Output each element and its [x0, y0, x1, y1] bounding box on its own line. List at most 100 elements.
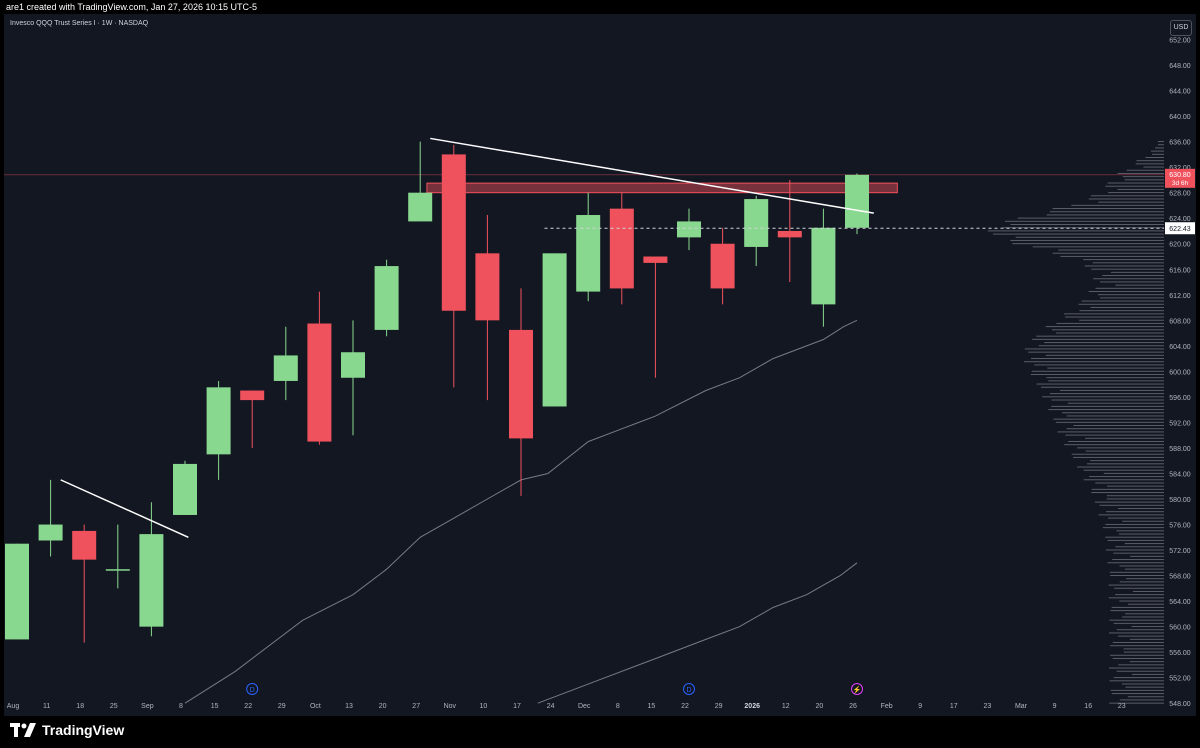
volume-profile-bar — [1032, 338, 1164, 340]
volume-profile-bar — [1023, 361, 1164, 363]
volume-profile-bar — [1122, 176, 1164, 178]
volume-profile-bar — [1109, 680, 1164, 682]
candlestick-chart[interactable]: 548.00 552.00 556.00 560.00 564.00 568.00 572.… — [4, 14, 1196, 716]
volume-profile-bar — [1047, 367, 1164, 369]
trendline — [60, 479, 189, 538]
price-tick-label: 624.00 — [1169, 216, 1191, 223]
volume-profile-bar — [1105, 536, 1164, 538]
volume-profile-bar — [1024, 348, 1164, 350]
volume-profile-bar — [1010, 239, 1164, 241]
price-tick-label: 560.00 — [1169, 625, 1191, 632]
volume-profile-bar — [1109, 667, 1164, 669]
volume-profile-bar — [1100, 297, 1164, 299]
candle-body — [273, 355, 298, 381]
event-marker-label: D — [250, 687, 255, 694]
price-tick-label: 596.00 — [1169, 395, 1191, 402]
time-tick-label: 15 — [648, 703, 656, 710]
volume-profile-bar — [1084, 265, 1164, 267]
volume-profile-bar — [1034, 364, 1164, 366]
volume-profile-bar — [1124, 543, 1164, 545]
volume-profile-bar — [1112, 642, 1164, 644]
candle-body — [72, 530, 97, 560]
volume-profile-bar — [1115, 546, 1164, 548]
volume-profile-bar — [1032, 246, 1164, 248]
volume-profile-bar — [1158, 144, 1164, 146]
price-tick-label: 592.00 — [1169, 420, 1191, 427]
volume-profile-bar — [1060, 255, 1164, 257]
volume-profile-bar — [1106, 511, 1164, 513]
price-tick-label: 576.00 — [1169, 523, 1191, 530]
volume-profile-bar — [1056, 322, 1164, 324]
brand-name: TradingView — [42, 722, 125, 738]
volume-profile-bar — [1083, 259, 1164, 261]
volume-profile-bar — [1110, 645, 1164, 647]
volume-profile-bar — [1110, 654, 1164, 656]
symbol-title: Invesco QQQ Trust Series I · 1W · NASDAQ — [10, 20, 149, 27]
candle-body — [677, 221, 701, 238]
volume-profile-bar — [1107, 562, 1164, 564]
volume-profile-bar — [1071, 453, 1164, 455]
price-tick-label: 572.00 — [1169, 548, 1191, 555]
volume-profile-bar — [1135, 163, 1164, 165]
volume-profile-bar — [1123, 651, 1164, 653]
candle-body — [542, 253, 567, 407]
time-tick-label: 15 — [211, 703, 219, 710]
price-tick-label: 608.00 — [1169, 318, 1191, 325]
volume-profile-bar — [1051, 399, 1164, 401]
volume-profile-bar — [1112, 657, 1164, 659]
volume-profile-bar — [1117, 172, 1164, 174]
price-tick-label: 632.00 — [1169, 165, 1191, 172]
volume-profile-bar — [1123, 648, 1164, 650]
volume-profile-bar — [1046, 377, 1164, 379]
time-tick-label: 27 — [412, 703, 420, 710]
volume-profile-bar — [1093, 278, 1164, 280]
volume-profile-bar — [1116, 530, 1164, 532]
price-tick-label: 556.00 — [1169, 650, 1191, 657]
volume-profile-bar — [1110, 271, 1164, 273]
volume-profile-bar — [1012, 243, 1164, 245]
volume-profile-bar — [1090, 306, 1164, 308]
volume-profile-bar — [1102, 527, 1164, 529]
volume-profile-bar — [1114, 587, 1164, 589]
currency-button[interactable]: USD — [1170, 20, 1192, 36]
volume-profile-bar — [1065, 434, 1164, 436]
volume-profile-bar — [987, 230, 1164, 232]
volume-profile-bar — [1126, 169, 1164, 171]
volume-profile-bar — [1095, 287, 1164, 289]
event-marker-label: D — [686, 687, 691, 694]
volume-profile-bar — [1059, 389, 1164, 391]
candle-body — [576, 215, 601, 292]
volume-profile-bar — [1131, 626, 1164, 628]
volume-profile-bar — [1110, 610, 1164, 612]
time-axis-labels: Aug 11 18 25 Sep 8 15 22 29 Oct 13 20 27 Nov 10 17 24 Dec… — [7, 703, 1126, 710]
volume-profile-bar — [1125, 686, 1164, 688]
volume-profile-bar — [1048, 409, 1164, 411]
volume-profile-bar — [1063, 313, 1164, 315]
time-tick-label: 11 — [43, 703, 50, 710]
time-tick-label: 20 — [816, 703, 824, 710]
volume-profile-bar — [1010, 224, 1164, 225]
tradingview-logo[interactable]: TradingView — [10, 722, 124, 738]
volume-profile-bar — [1078, 303, 1164, 305]
moving-average-line — [184, 319, 858, 704]
trendline — [430, 137, 874, 214]
volume-profile-bar — [1118, 664, 1164, 666]
time-tick-label: 29 — [715, 703, 723, 710]
last-price-badge — [1165, 168, 1195, 188]
volume-profile-bar — [1125, 613, 1164, 615]
volume-profile-bar — [1017, 217, 1164, 219]
volume-profile-bar — [1109, 619, 1164, 621]
volume-profile-bar — [1045, 354, 1164, 356]
time-tick-label: Oct — [310, 703, 321, 710]
volume-profile-bar — [1155, 147, 1164, 149]
volume-profile-bar — [1087, 463, 1164, 465]
time-tick-label: Dec — [578, 703, 591, 710]
volume-profile-bar — [1098, 514, 1164, 516]
time-tick-label: 17 — [513, 703, 521, 710]
volume-profile-bar — [1124, 568, 1164, 570]
chart-area[interactable]: 548.00 552.00 556.00 560.00 564.00 568.00 572.… — [4, 14, 1196, 716]
price-tick-label: 568.00 — [1169, 574, 1191, 581]
volume-profile-bar — [1058, 249, 1164, 251]
volume-profile-bar — [1046, 214, 1164, 216]
volume-profile-bar — [1109, 571, 1164, 573]
